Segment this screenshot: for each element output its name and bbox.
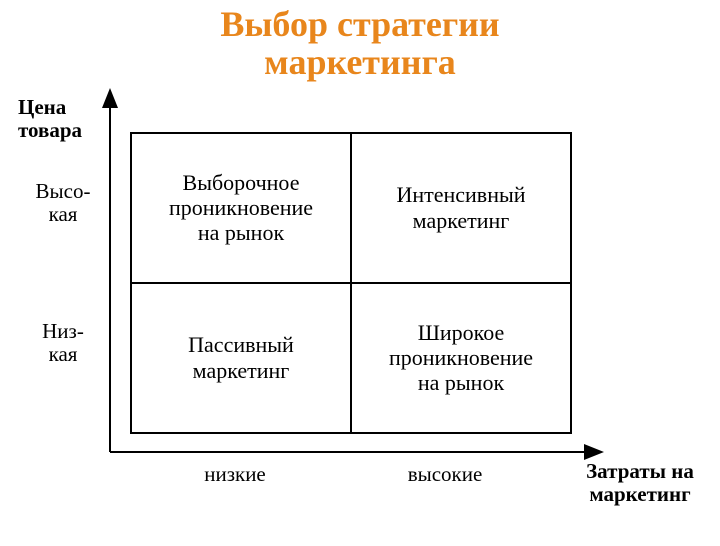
row-label-low: Низ- кая — [24, 320, 102, 366]
row-label-low-l2: кая — [49, 342, 78, 366]
cell-bottom-right-text: Широкоепроникновениена рынок — [389, 320, 533, 396]
cell-bottom-left-text: Пассивныймаркетинг — [188, 332, 294, 382]
cell-bottom-left: Пассивныймаркетинг — [131, 283, 351, 433]
strategy-matrix-diagram: Цена товара Высо- кая Низ- кая Выборочно… — [0, 82, 720, 542]
row-label-low-l1: Низ- — [42, 319, 84, 343]
y-axis-title: Цена товара — [18, 96, 82, 142]
title-line-2: маркетинга — [264, 42, 456, 82]
title-line-1: Выбор стратегии — [220, 4, 499, 44]
x-axis-title: Затраты на маркетинг — [570, 460, 710, 506]
x-axis-title-l2: маркетинг — [589, 482, 690, 506]
y-axis-title-l2: товара — [18, 118, 82, 142]
row-label-high: Высо- кая — [24, 180, 102, 226]
cell-bottom-right: Широкоепроникновениена рынок — [351, 283, 571, 433]
row-label-high-l2: кая — [49, 202, 78, 226]
page-title: Выбор стратегии маркетинга — [0, 6, 720, 82]
cell-top-left: Выборочноепроникновениена рынок — [131, 133, 351, 283]
x-axis-title-l1: Затраты на — [586, 459, 694, 483]
y-axis-title-l1: Цена — [18, 95, 66, 119]
cell-top-right: Интенсивныймаркетинг — [351, 133, 571, 283]
cell-top-left-text: Выборочноепроникновениена рынок — [169, 170, 313, 246]
x-label-high: высокие — [340, 462, 550, 487]
row-label-high-l1: Высо- — [36, 179, 91, 203]
x-label-low: низкие — [130, 462, 340, 487]
strategy-matrix: Выборочноепроникновениена рынок Интенсив… — [130, 132, 572, 434]
cell-top-right-text: Интенсивныймаркетинг — [396, 182, 525, 232]
